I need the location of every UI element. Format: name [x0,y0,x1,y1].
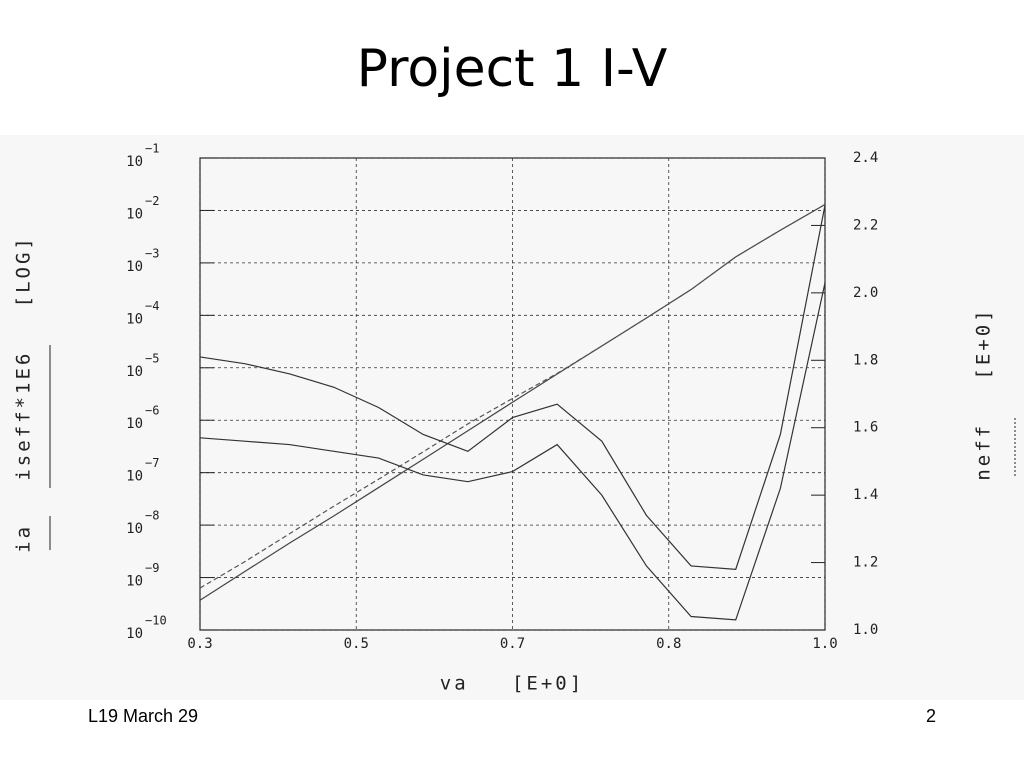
series-line [199,205,826,570]
y-tick-exponent: −9 [145,561,159,575]
y-tick-label: 10 [126,521,143,537]
x-tick-label: 0.5 [344,636,369,652]
y2-tick-label: 2.0 [853,285,878,301]
y-tick-label: 10 [126,311,143,327]
y-tick-exponent: −2 [145,194,159,208]
slide-title: Project 1 I-V [357,39,668,99]
y-tick-label: 10 [126,626,143,642]
y-tick-exponent: −6 [145,404,159,418]
y2-tick-label: 2.2 [853,217,878,233]
x-tick-label: 0.7 [500,636,525,652]
y-tick-label: 10 [126,416,143,432]
y-tick-label: 10 [126,206,143,222]
y-tick-exponent: −1 [145,142,159,156]
y-tick-label: 10 [126,154,143,170]
x-tick-label: 0.3 [187,636,212,652]
page-number: 2 [926,706,936,726]
y2-axis-label: neff [E+0] [973,307,995,480]
y2-tick-label: 1.0 [853,622,878,638]
series-line [199,203,826,589]
x-tick-label: 1.0 [812,636,837,652]
y-axis-label: ia iseff*1E6 [LOG] [13,235,35,553]
y-tick-exponent: −10 [145,614,167,628]
y2-tick-label: 2.4 [853,150,878,166]
y-tick-label: 10 [126,259,143,275]
x-axis-label: va [E+0] [440,673,584,695]
y-tick-exponent: −4 [145,299,159,313]
y-tick-label: 10 [126,574,143,590]
y2-tick-label: 1.4 [853,487,878,503]
y-tick-exponent: −8 [145,509,159,523]
y-tick-exponent: −7 [145,456,159,470]
x-tick-label: 0.8 [656,636,681,652]
y2-tick-label: 1.8 [853,352,878,368]
series-line [199,282,826,621]
y-tick-label: 10 [126,469,143,485]
footer-text: L19 March 29 [88,706,198,726]
y-tick-exponent: −3 [145,246,159,260]
y-tick-exponent: −5 [145,351,159,365]
y2-tick-label: 1.2 [853,555,878,571]
y-tick-label: 10 [126,364,143,380]
y2-tick-label: 1.6 [853,420,878,436]
